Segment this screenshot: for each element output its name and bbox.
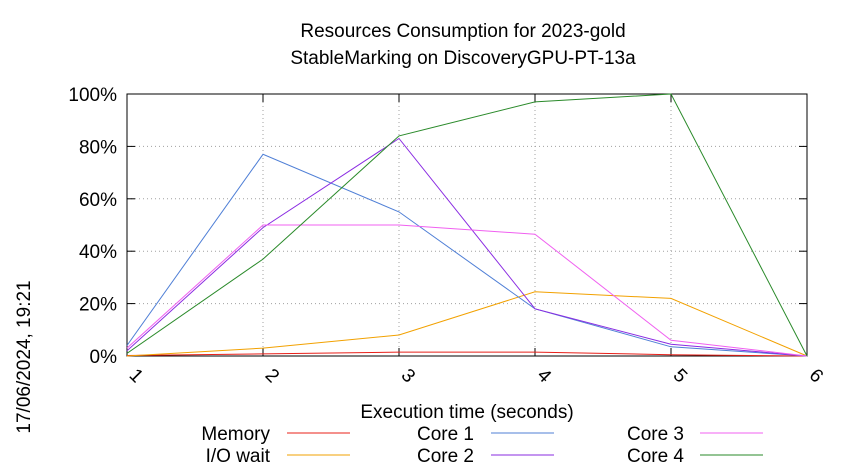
x-tick-label: 5 xyxy=(669,365,691,387)
axes xyxy=(126,93,808,357)
y-tick-label: 80% xyxy=(79,137,117,158)
legend-label-core-1: Core 1 xyxy=(417,424,474,445)
plot-border xyxy=(126,93,808,357)
legend-label-core-2: Core 2 xyxy=(417,446,474,467)
timestamp-label: 17/06/2024, 19:21 xyxy=(14,280,35,433)
y-tick-label: 20% xyxy=(79,295,117,316)
legend-label-i-o-wait: I/O wait xyxy=(206,446,271,467)
y-tick-label: 0% xyxy=(90,347,118,368)
y-tick-label: 100% xyxy=(68,85,117,106)
x-tick-label: 2 xyxy=(261,365,283,387)
series-line-core-4 xyxy=(126,93,808,357)
series-line-core-3 xyxy=(126,224,808,357)
grid-lines xyxy=(127,94,807,356)
chart-title: Resources Consumption for 2023-gold xyxy=(300,21,625,42)
x-tick-label: 1 xyxy=(125,365,147,387)
x-tick-label: 3 xyxy=(397,365,419,387)
x-axis-label: Execution time (seconds) xyxy=(360,402,573,423)
legend-label-core-4: Core 4 xyxy=(627,446,684,467)
tick-labels: 0% 20% 40% 60% 80% 100% 1 2 3 4 5 6 xyxy=(68,85,827,388)
x-tick-label: 4 xyxy=(533,365,556,388)
legend-label-memory: Memory xyxy=(201,424,270,445)
series-line-core-2 xyxy=(126,137,808,357)
series-line-memory xyxy=(126,351,808,357)
series-line-core-1 xyxy=(126,153,808,357)
x-tick-label: 6 xyxy=(805,365,827,387)
y-tick-label: 40% xyxy=(79,242,117,263)
chart-subtitle: StableMarking on DiscoveryGPU-PT-13a xyxy=(290,48,636,69)
y-tick-label: 60% xyxy=(79,190,117,211)
series-line-i-o-wait xyxy=(126,291,808,357)
legend-label-core-3: Core 3 xyxy=(627,424,684,445)
series-lines xyxy=(126,93,808,357)
